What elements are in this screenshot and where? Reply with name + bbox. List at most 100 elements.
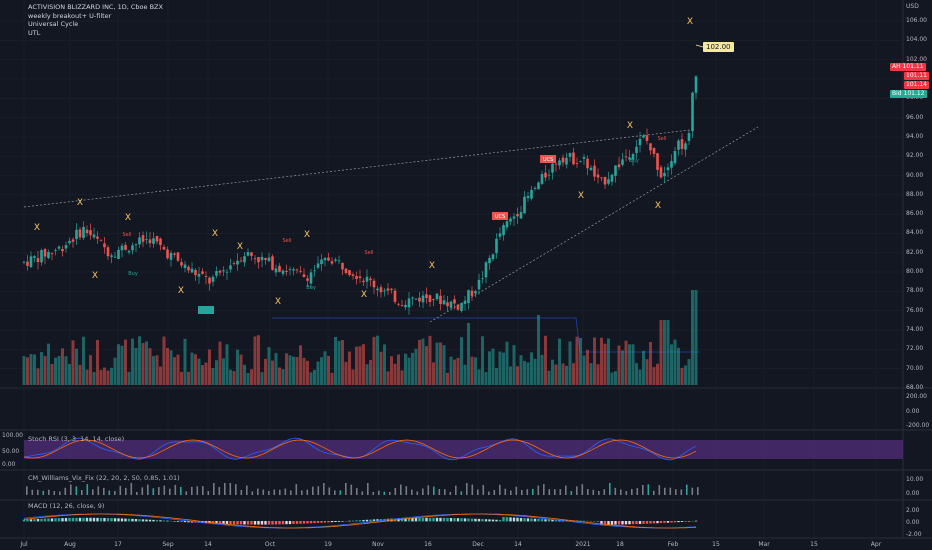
macd-tick: 0.00 (906, 519, 920, 526)
macd-histogram-bar (376, 519, 379, 522)
candle-body (523, 196, 526, 214)
candle-body (575, 163, 579, 164)
candle-body (299, 271, 302, 272)
vix-bar (213, 483, 215, 495)
volume-bar (512, 345, 516, 385)
volume-bar (519, 355, 523, 385)
stoch-rsi-title[interactable]: Stoch RSI (3, 3, 14, 14, close) (28, 435, 125, 443)
macd-histogram-bar (145, 519, 148, 522)
indicator-label[interactable]: weekly breakout+ U-filter (28, 11, 112, 20)
candle-body (526, 196, 530, 198)
candle-body (316, 263, 320, 268)
macd-histogram-bar (71, 517, 75, 522)
candle-body (75, 229, 78, 240)
macd-histogram-bar (610, 521, 614, 525)
candle-body (71, 239, 75, 242)
vix-bar (697, 487, 699, 495)
trend-line (429, 126, 759, 323)
macd-histogram-bar (502, 516, 505, 522)
candle-body (418, 297, 421, 302)
indicator-label[interactable]: UTL (28, 28, 41, 37)
volume-bar (383, 344, 386, 385)
candle-body (603, 176, 607, 185)
volume-bar (691, 290, 694, 385)
volume-bar (407, 357, 411, 385)
macd-histogram-bar (134, 519, 138, 522)
macd-histogram-bar (642, 521, 645, 524)
volume-bar (341, 339, 344, 385)
vix-bar (169, 488, 171, 495)
macd-histogram-bar (453, 518, 456, 522)
vix-bar (59, 491, 61, 495)
time-tick: Dec (472, 541, 484, 548)
macd-histogram-bar (36, 518, 40, 522)
vix-bar (279, 489, 281, 495)
macd-histogram-bar (54, 518, 57, 522)
candle-body (411, 297, 414, 299)
currency-label: USD (906, 3, 919, 10)
candle-body (656, 153, 659, 170)
macd-line (23, 513, 697, 529)
vix-bar (37, 489, 39, 495)
candle-body (432, 299, 435, 301)
vix-bar (301, 490, 303, 495)
candle-body (358, 276, 362, 279)
candle-body (449, 301, 453, 308)
x-marker: X (627, 121, 633, 131)
candle-body (600, 177, 603, 179)
candle-body (474, 291, 477, 294)
macd-title[interactable]: MACD (12, 26, close, 9) (28, 502, 105, 510)
macd-histogram-bar (432, 517, 435, 522)
candle-body (348, 270, 351, 276)
vix-bar (339, 490, 342, 495)
macd-histogram-bar (673, 521, 677, 523)
vix-fix-title[interactable]: CM_Williams_Vix_Fix (22, 20, 2, 50, 0.85… (28, 474, 180, 482)
vix-bar (554, 489, 556, 495)
candle-body (313, 270, 316, 272)
vix-bar (136, 491, 138, 495)
candle-body (61, 248, 64, 252)
symbol-title[interactable]: ACTIVISION BLIZZARD INC, 1D, Cboe BZX (28, 3, 163, 11)
candle-body (484, 262, 488, 278)
volume-bar (85, 369, 89, 385)
x-marker: X (655, 201, 661, 211)
volume-bar (218, 341, 222, 385)
vix-bar (449, 491, 452, 495)
volume-bar (579, 337, 582, 385)
macd-histogram-bar (649, 521, 652, 524)
macd-histogram-bar (533, 518, 537, 522)
macd-histogram-bar (57, 518, 61, 522)
candle-body (530, 189, 533, 199)
volume-bar (565, 365, 568, 385)
volume-bar (694, 290, 698, 385)
volume-bar (348, 351, 351, 385)
macd-histogram-bar (677, 521, 680, 523)
volume-bar (596, 364, 600, 385)
macd-histogram-bar (519, 517, 523, 522)
volume-bar (288, 355, 292, 385)
volume-bar (106, 370, 110, 385)
macd-histogram-bar (47, 518, 50, 522)
x-marker: X (275, 297, 281, 307)
candle-body (495, 238, 498, 254)
candle-body (64, 245, 68, 249)
candle-body (666, 167, 670, 171)
x-marker: X (429, 261, 435, 271)
candle-body (43, 249, 47, 257)
price-tick: 72.00 (906, 345, 924, 353)
volume-bar (71, 340, 75, 385)
candle-body (337, 260, 341, 262)
candlesticks (22, 75, 698, 315)
volume-bar (509, 366, 512, 385)
vix-bar (97, 486, 100, 495)
price-tick: 78.00 (906, 287, 924, 295)
indicator-label[interactable]: Universal Cycle (28, 20, 79, 29)
candle-body (470, 290, 474, 296)
volume-bar (421, 338, 425, 385)
volume-bar (418, 339, 421, 385)
vix-bar (675, 489, 677, 495)
candle-body (117, 249, 120, 260)
macd-histogram-bar (509, 517, 512, 522)
volume-bar (670, 344, 673, 385)
